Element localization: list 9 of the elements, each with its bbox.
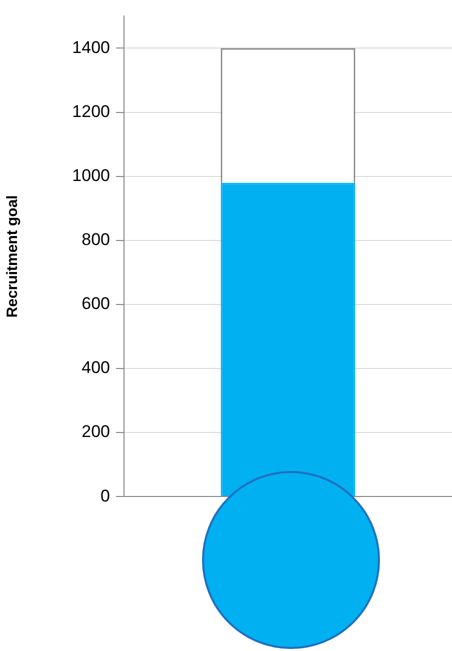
y-axis-title: Recruitment goal [4, 195, 22, 318]
y-tick-label: 400 [82, 358, 110, 378]
y-tick-label: 1000 [72, 166, 110, 186]
y-tick-label: 800 [82, 230, 110, 250]
y-tick-label: 200 [82, 422, 110, 442]
y-tick-label: 1400 [72, 38, 110, 57]
y-tick-label: 0 [100, 486, 110, 506]
y-tick-label: 1200 [72, 102, 110, 121]
y-tick-label: 600 [82, 294, 110, 314]
